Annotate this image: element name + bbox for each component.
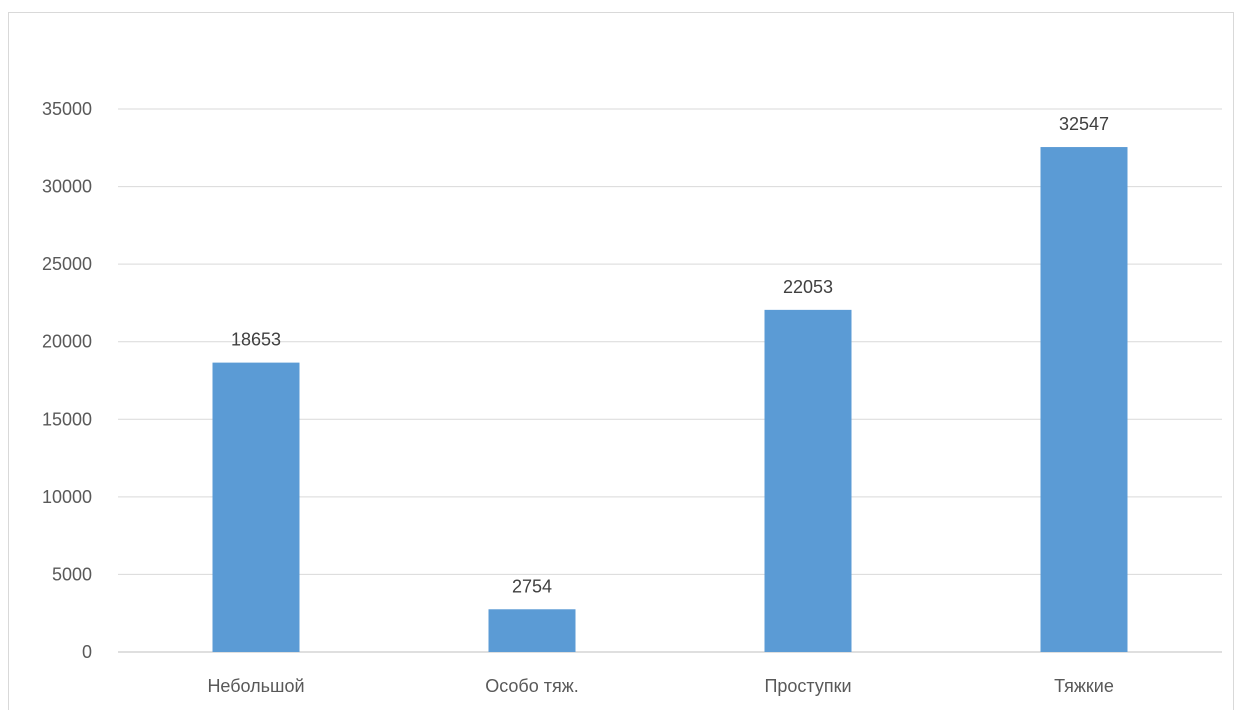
x-axis-ticks: Небольшой Особо тяж. Проступки Тяжкие (207, 676, 1113, 696)
bar (764, 309, 852, 652)
data-label: 2754 (512, 576, 552, 596)
bar (212, 362, 300, 652)
y-tick-label: 20000 (42, 332, 92, 352)
x-tick-label: Небольшой (207, 676, 304, 696)
bar (1040, 147, 1128, 652)
chart-frame (8, 12, 1234, 710)
y-tick-label: 15000 (42, 409, 92, 429)
gridlines (118, 108, 1222, 653)
y-tick-label: 30000 (42, 177, 92, 197)
x-tick-label: Тяжкие (1054, 676, 1114, 696)
data-labels: 18653 2754 22053 32547 (231, 114, 1109, 596)
y-tick-label: 10000 (42, 487, 92, 507)
y-tick-label: 25000 (42, 254, 92, 274)
data-label: 22053 (783, 277, 833, 297)
data-label: 18653 (231, 330, 281, 350)
x-tick-label: Особо тяж. (485, 676, 579, 696)
y-tick-label: 5000 (52, 564, 92, 584)
x-tick-label: Проступки (764, 676, 851, 696)
y-tick-label: 35000 (42, 99, 92, 119)
y-tick-label: 0 (82, 642, 92, 662)
bars (212, 147, 1128, 652)
data-label: 32547 (1059, 114, 1109, 134)
bar (488, 609, 576, 652)
y-axis-ticks: 0 5000 10000 15000 20000 25000 30000 35000 (42, 99, 92, 662)
